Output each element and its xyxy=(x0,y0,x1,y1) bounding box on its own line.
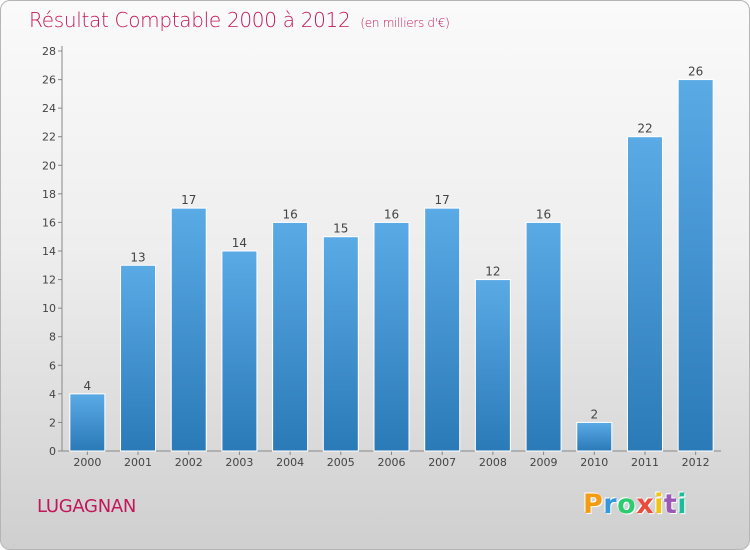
y-tick-label: 28 xyxy=(42,45,56,58)
y-tick-label: 24 xyxy=(42,102,56,115)
proxiti-logo: Proxiti xyxy=(583,489,687,520)
y-tick-label: 18 xyxy=(42,188,56,201)
data-label-2004: 16 xyxy=(282,207,297,221)
bar-2001 xyxy=(120,264,157,452)
logo-letter: x xyxy=(636,489,655,520)
data-label-2011: 22 xyxy=(637,122,652,136)
x-tick-label: 2006 xyxy=(378,456,406,469)
bar-2006 xyxy=(373,221,410,452)
y-tick-label: 4 xyxy=(49,388,56,401)
logo-letter: o xyxy=(617,489,637,520)
logo-letter: r xyxy=(603,489,618,520)
logo-letter: i xyxy=(654,489,664,520)
bar-2000 xyxy=(69,393,106,452)
title-text: Résultat Comptable 2000 à 2012 xyxy=(29,8,351,32)
x-tick-label: 2008 xyxy=(479,456,507,469)
bar-2008 xyxy=(474,279,511,452)
subtitle-text: (en milliers d'€) xyxy=(360,16,450,30)
y-tick-label: 10 xyxy=(42,302,56,315)
data-label-2002: 17 xyxy=(181,193,196,207)
chart-title: Résultat Comptable 2000 à 2012 (en millie… xyxy=(29,8,450,32)
bar-2005 xyxy=(322,236,359,452)
x-tick-label: 2009 xyxy=(530,456,558,469)
y-tick-label: 14 xyxy=(42,245,56,258)
bar-2009 xyxy=(525,221,562,452)
y-tick-label: 22 xyxy=(42,131,56,144)
data-label-2012: 26 xyxy=(688,65,703,79)
bar-2002 xyxy=(170,207,207,452)
bar-2003 xyxy=(221,250,258,452)
x-tick-label: 2010 xyxy=(580,456,608,469)
x-tick-label: 2004 xyxy=(276,456,304,469)
x-tick-label: 2000 xyxy=(73,456,101,469)
y-tick-label: 2 xyxy=(49,416,56,429)
logo-letter: t xyxy=(663,489,678,520)
x-tick-label: 2005 xyxy=(327,456,355,469)
data-label-2009: 16 xyxy=(536,207,551,221)
bar-2010 xyxy=(576,421,613,452)
x-tick-label: 2001 xyxy=(124,456,152,469)
data-label-2007: 17 xyxy=(435,193,450,207)
data-label-2008: 12 xyxy=(485,265,500,279)
y-tick-label: 26 xyxy=(42,74,56,87)
x-tick-label: 2011 xyxy=(631,456,659,469)
y-tick-label: 20 xyxy=(42,159,56,172)
data-label-2005: 15 xyxy=(333,222,348,236)
y-tick-label: 6 xyxy=(49,359,56,372)
bar-2011 xyxy=(626,136,663,452)
bars xyxy=(69,79,714,452)
logo-letter: i xyxy=(677,489,688,520)
y-tick-label: 16 xyxy=(42,216,56,229)
bar-2007 xyxy=(424,207,461,452)
data-label-2001: 13 xyxy=(130,250,145,264)
x-tick-label: 2012 xyxy=(682,456,710,469)
x-tick-label: 2003 xyxy=(225,456,253,469)
x-tick-label: 2002 xyxy=(175,456,203,469)
logo-letter: P xyxy=(583,489,604,520)
y-tick-label: 8 xyxy=(49,331,56,344)
y-tick-label: 12 xyxy=(42,274,56,287)
data-label-2006: 16 xyxy=(384,207,399,221)
bar-2012 xyxy=(677,79,714,452)
data-label-2000: 4 xyxy=(84,379,92,393)
data-label-2003: 14 xyxy=(232,236,247,250)
y-tick-label: 0 xyxy=(49,445,56,458)
data-label-2010: 2 xyxy=(590,407,598,421)
x-tick-label: 2007 xyxy=(428,456,456,469)
bar-2004 xyxy=(272,221,309,452)
commune-name: LUGAGNAN xyxy=(37,496,137,517)
